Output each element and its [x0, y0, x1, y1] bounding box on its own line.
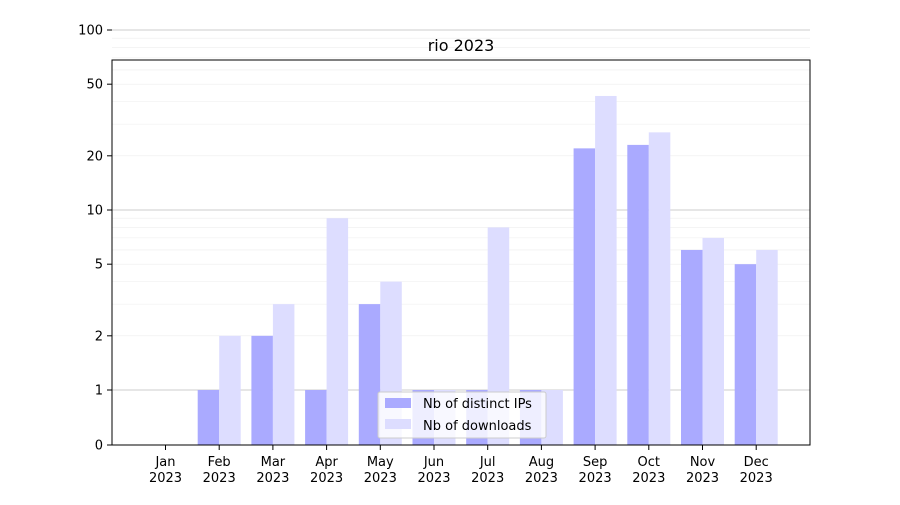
y-tick-label: 10 — [86, 204, 103, 219]
grid-lines — [112, 29, 810, 391]
x-tick-label: Feb 2023 — [203, 455, 236, 486]
bar-distinct-ips — [627, 144, 649, 446]
bar-downloads — [541, 390, 563, 445]
x-tick-label: Sep 2023 — [579, 455, 612, 486]
y-tick-label: 20 — [86, 149, 103, 164]
x-tick-label: Aug 2023 — [525, 455, 558, 486]
bar-downloads — [702, 237, 724, 445]
bar-distinct-ips — [251, 335, 273, 445]
x-tick-label: May 2023 — [364, 455, 397, 486]
bar-downloads — [487, 227, 510, 445]
y-tick-label: 5 — [95, 258, 103, 273]
y-tick-label: 2 — [95, 329, 103, 344]
legend-label-ips: Nb of distinct IPs — [423, 397, 532, 412]
y-tick-label: 50 — [86, 78, 103, 93]
x-tick-label: Apr 2023 — [310, 455, 343, 486]
x-tick-label: Jul 2023 — [471, 455, 504, 486]
x-tick-label: Oct 2023 — [632, 455, 665, 486]
legend-swatch-downloads — [385, 419, 411, 429]
x-tick-label: Dec 2023 — [740, 455, 773, 486]
legend-label-downloads: Nb of downloads — [423, 419, 532, 434]
x-tick-label: Jan 2023 — [149, 455, 182, 486]
x-tick-label: Nov 2023 — [686, 455, 719, 486]
bar-downloads — [272, 304, 295, 445]
bar-distinct-ips — [681, 249, 703, 445]
bar-distinct-ips — [734, 264, 757, 445]
bar-distinct-ips — [573, 148, 596, 445]
bars — [197, 95, 778, 446]
bar-downloads — [595, 95, 617, 445]
bar-downloads — [326, 218, 349, 445]
legend-swatch-ips — [385, 398, 411, 408]
bar-downloads — [219, 335, 241, 445]
bar-distinct-ips — [305, 390, 327, 445]
legend-box — [377, 391, 547, 439]
x-tick-label: Jun 2023 — [417, 455, 450, 486]
y-tick-label: 100 — [78, 24, 103, 39]
bar-downloads — [648, 132, 671, 445]
bar-distinct-ips — [358, 304, 381, 445]
x-axis: Jan 2023 Feb 2023 Mar 2023 Apr 2023 May 2023 Jun 20… — [149, 445, 773, 486]
bar-distinct-ips — [197, 390, 220, 445]
legend: Nb of distinct IPs Nb of downloads — [377, 391, 547, 439]
plot-frame — [111, 59, 811, 446]
y-tick-label: 0 — [95, 439, 103, 454]
y-axis: 0 1 2 5 10 20 50 100 — [78, 24, 112, 454]
x-tick-label: Mar 2023 — [256, 455, 289, 486]
y-tick-label: 1 — [95, 384, 103, 399]
bar-downloads — [756, 249, 778, 445]
chart-title: rio 2023 — [428, 36, 495, 55]
